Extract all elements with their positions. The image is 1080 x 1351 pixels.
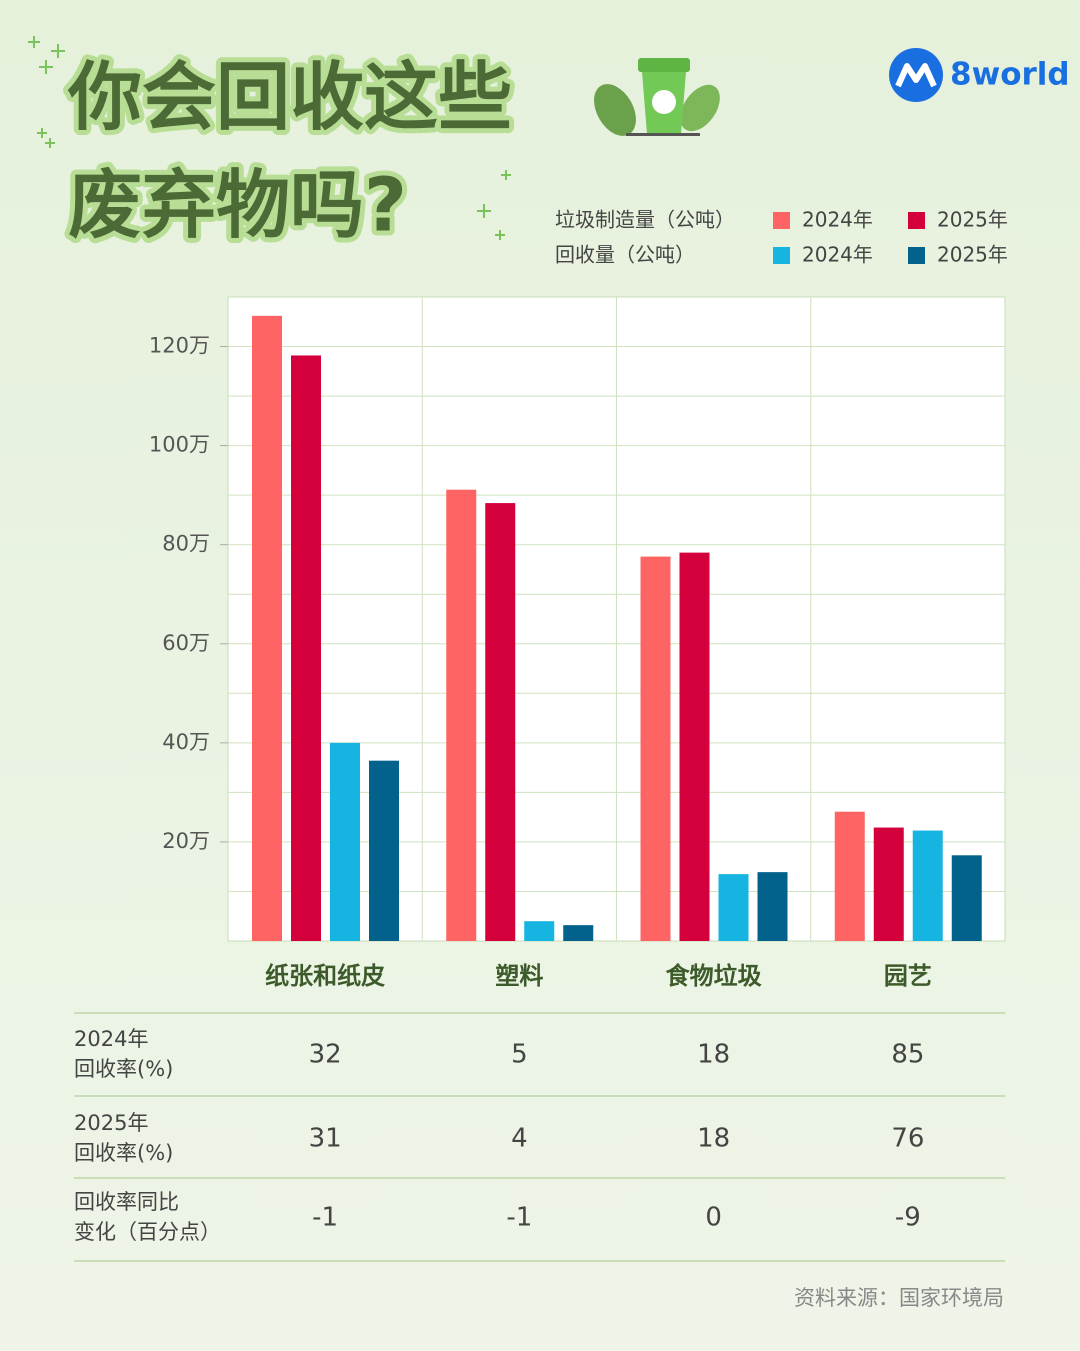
title-line: 你会回收这些 xyxy=(67,55,512,141)
sparkles xyxy=(28,36,511,240)
bar xyxy=(718,874,749,941)
table-cell: 18 xyxy=(697,1040,730,1070)
table-cell: 85 xyxy=(891,1040,924,1070)
bar xyxy=(679,552,710,941)
legend-group: 回收量（公吨） xyxy=(555,243,695,267)
bar xyxy=(757,872,788,941)
table-cell: -1 xyxy=(312,1203,338,1233)
x-tick-label: 纸张和纸皮 xyxy=(265,962,385,990)
bar xyxy=(873,827,904,941)
title-line: 废弃物吗? xyxy=(68,163,407,249)
x-tick-label: 园艺 xyxy=(884,962,932,990)
bar xyxy=(951,855,982,941)
y-tick-label: 100万 xyxy=(149,433,210,457)
table-cell: 5 xyxy=(511,1040,528,1070)
source: 资料来源：国家环境局 xyxy=(794,1286,1004,1310)
bar xyxy=(330,742,360,941)
table-cell: 31 xyxy=(309,1124,342,1154)
legend-label: 2025年 xyxy=(937,208,1008,232)
table-cell: 0 xyxy=(705,1203,722,1233)
legend-label: 2024年 xyxy=(802,208,873,232)
legend-swatch xyxy=(773,212,790,229)
bar xyxy=(291,355,321,941)
bar xyxy=(912,830,943,941)
row-label: 变化（百分点） xyxy=(74,1220,221,1244)
row-label: 2025年 xyxy=(74,1111,148,1135)
bar xyxy=(834,811,865,941)
bar xyxy=(252,315,282,942)
bar xyxy=(485,503,516,941)
logo: 8world xyxy=(889,48,1070,102)
logo-text: 8world xyxy=(950,57,1070,93)
bin-icon xyxy=(594,58,720,136)
legend-swatch xyxy=(908,247,925,264)
table-cell: 4 xyxy=(511,1124,528,1154)
bar xyxy=(524,921,555,941)
y-tick-label: 120万 xyxy=(149,334,210,358)
table-cell: 32 xyxy=(309,1040,342,1070)
bar xyxy=(563,925,594,941)
y-tick-label: 20万 xyxy=(162,829,210,853)
legend-label: 2025年 xyxy=(937,243,1008,267)
legend-group: 垃圾制造量（公吨） xyxy=(555,208,735,232)
table-cell: -9 xyxy=(895,1203,921,1233)
bar xyxy=(640,556,671,941)
bar xyxy=(369,760,399,941)
row-label: 回收率(%) xyxy=(74,1141,173,1165)
y-tick-label: 40万 xyxy=(162,730,210,754)
table-cell: 76 xyxy=(891,1124,924,1154)
legend-swatch xyxy=(908,212,925,229)
y-tick-label: 60万 xyxy=(162,631,210,655)
x-tick-label: 食物垃圾 xyxy=(666,962,762,990)
bar xyxy=(446,489,477,941)
row-label: 回收率同比 xyxy=(74,1190,179,1214)
legend-swatch xyxy=(773,247,790,264)
y-tick-label: 80万 xyxy=(162,532,210,556)
table-cell: -1 xyxy=(506,1203,532,1233)
legend-label: 2024年 xyxy=(802,243,873,267)
x-tick-label: 塑料 xyxy=(495,962,543,990)
table-cell: 18 xyxy=(697,1124,730,1154)
row-label: 2024年 xyxy=(74,1027,148,1051)
row-label: 回收率(%) xyxy=(74,1057,173,1081)
